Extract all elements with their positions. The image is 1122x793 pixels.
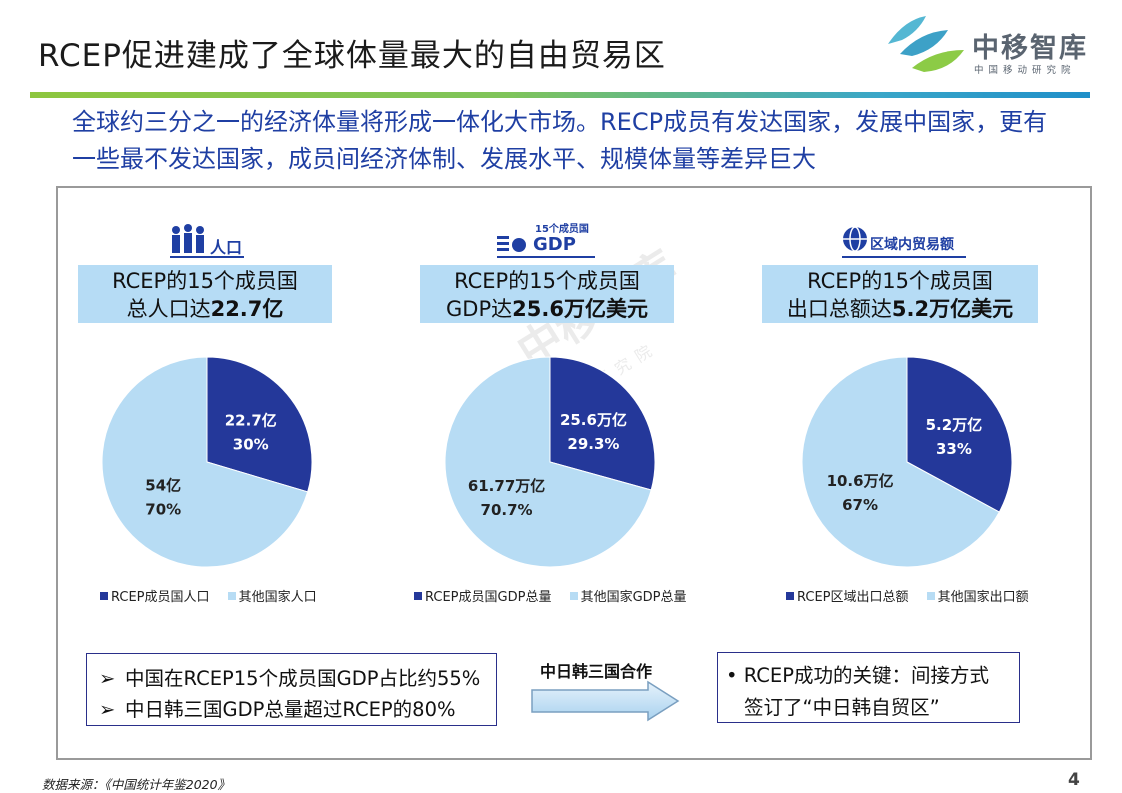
header-rule [30,92,1090,98]
gdp-icon: 15个成员国 GDP [497,220,601,260]
gdp-icon-toplabel: 15个成员国 [535,224,589,235]
population-icon-label: 人口 [210,238,243,257]
export-summary-box: RCEP的15个成员国 出口总额达5.2万亿美元 [762,265,1038,323]
gdp-summary-box: RCEP的15个成员国 GDP达25.6万亿美元 [420,265,674,323]
people-icon: 人口 [170,222,250,262]
bullet-text: 中国在RCEP15个成员国GDP占比约55% [125,667,481,690]
legend-label: RCEP成员国人口 [111,590,210,605]
legend-label: RCEP成员国GDP总量 [425,590,552,605]
arrow-bullet-icon: ➢ [99,698,116,721]
pie-slice [101,356,309,568]
gdp-legend: RCEP成员国GDP总量 其他国家GDP总量 [414,586,701,605]
legend-item: 其他国家GDP总量 [569,590,687,605]
pie-value-label: 10.6万亿 [827,472,894,490]
gdp-icon-label: GDP [533,234,576,255]
legend-swatch [100,592,108,600]
key-line2: 签订了“中日韩自贸区” [744,696,940,719]
right-arrow-icon [531,680,680,722]
china-share-box: ➢ 中国在RCEP15个成员国GDP占比约55% ➢ 中日韩三国GDP总量超过RCE… [86,653,497,726]
gdp-summary-line1: RCEP的15个成员国 [454,269,640,293]
population-pie-chart: 22.7亿 30% 54亿 70% [101,356,313,568]
key-line1-text: RCEP成功的关键：间接方式 [743,664,989,687]
population-summary-prefix: 总人口达 [126,297,211,321]
bullet-row: ➢ 中日韩三国GDP总量超过RCEP的80% [99,693,456,722]
pie-value-label: 22.7亿 [225,411,277,429]
export-summary-line1: RCEP的15个成员国 [807,269,993,293]
gdp-pie-chart: 25.6万亿 29.3% 61.77万亿 70.7% [444,356,656,568]
key-line1: • RCEP成功的关键：间接方式 [726,659,989,688]
legend-label: 其他国家出口额 [937,590,1029,605]
gdp-summary-prefix: GDP达 [446,297,513,321]
legend-label: RCEP区域出口总额 [797,590,909,605]
population-summary-box: RCEP的15个成员国 总人口达22.7亿 [78,265,332,323]
legend-item: RCEP区域出口总额 [786,590,909,605]
legend-swatch [569,592,578,600]
arrow-bullet-icon: ➢ [99,667,116,690]
legend-label: 其他国家人口 [238,590,317,605]
bullet-row: ➢ 中国在RCEP15个成员国GDP占比约55% [99,662,480,691]
gdp-summary-value: 25.6万亿美元 [512,297,648,321]
pie-slice [444,356,652,568]
population-summary-value: 22.7亿 [210,297,284,321]
pie-slice [206,356,313,493]
key-success-box: • RCEP成功的关键：间接方式 签订了“中日韩自贸区” [717,652,1020,723]
data-source: 数据来源：《中国统计年鉴2020》 [42,777,231,792]
page-number: 4 [1068,770,1080,790]
pie-value-label: 5.2万亿 [926,416,983,434]
export-summary-prefix: 出口总额达 [786,297,892,321]
legend-item: 其他国家出口额 [926,590,1029,605]
legend-item: RCEP成员国GDP总量 [414,590,551,605]
pie-percent-label: 30% [233,435,269,453]
legend-swatch [414,592,422,600]
logo-subtitle: 中国移动研究院 [974,65,1076,76]
pie-slice [801,356,1000,568]
population-legend: RCEP成员国人口 其他国家人口 [100,586,331,605]
pie-percent-label: 70% [145,501,181,519]
logo-mark-icon [888,16,964,72]
pie-value-label: 61.77万亿 [468,477,545,495]
export-pie-chart: 5.2万亿 33% 10.6万亿 67% [801,356,1013,568]
pie-value-label: 25.6万亿 [560,411,627,429]
legend-swatch [786,592,794,600]
pie-percent-label: 70.7% [481,501,533,519]
pie-percent-label: 67% [842,496,878,514]
pie-percent-label: 33% [936,440,972,458]
legend-swatch [227,592,236,600]
cooperation-label: 中日韩三国合作 [540,662,653,681]
logo-name: 中移智库 [972,33,1088,64]
bullet-text: 中日韩三国GDP总量超过RCEP的80% [125,698,456,721]
logo: 中移智库 中国移动研究院 [882,10,1092,82]
legend-label: 其他国家GDP总量 [580,590,687,605]
dot-bullet-icon: • [726,664,738,687]
legend-item: 其他国家人口 [227,590,317,605]
export-summary-value: 5.2万亿美元 [891,297,1014,321]
globe-trade-icon: 区域内贸易额 [842,222,972,262]
pie-slice [906,356,1013,513]
pie-value-label: 54亿 [145,477,181,495]
legend-item: RCEP成员国人口 [100,590,210,605]
intro-text: 全球约三分之一的经济体量将形成一体化大市场。RECP成员有发达国家，发展中国家，… [72,108,1048,173]
population-summary-line1: RCEP的15个成员国 [112,269,298,293]
legend-swatch [926,592,935,600]
page-title: RCEP促进建成了全球体量最大的自由贸易区 [38,38,666,74]
pie-slice [549,356,656,491]
export-legend: RCEP区域出口总额 其他国家出口额 [786,586,1043,605]
pie-percent-label: 29.3% [567,435,619,453]
trade-icon-label: 区域内贸易额 [870,237,954,253]
